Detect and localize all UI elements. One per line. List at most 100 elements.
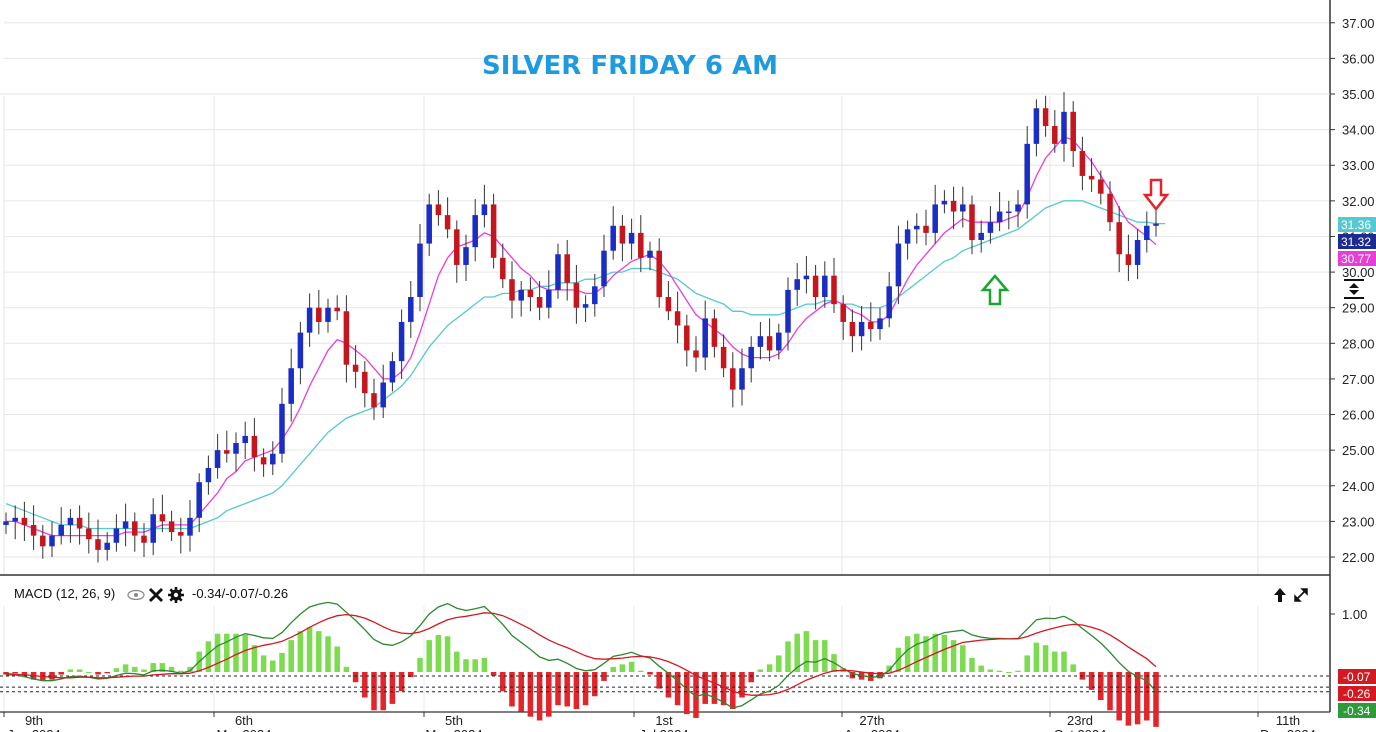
candle <box>573 264 580 324</box>
macd-histogram-bar <box>343 666 350 672</box>
candle <box>205 455 212 495</box>
candle-body <box>1024 143 1030 205</box>
candle <box>812 264 819 310</box>
candle-body <box>665 297 672 312</box>
macd-histogram-bar <box>978 665 984 672</box>
candle <box>224 430 230 463</box>
candle-body <box>40 535 46 547</box>
macd-histogram-bar <box>1042 645 1049 672</box>
price-tick-label: 24.00 <box>1342 479 1375 494</box>
candle-body <box>831 275 837 305</box>
candle <box>40 524 46 559</box>
candle-body <box>592 286 598 305</box>
chart-grid <box>0 0 1331 713</box>
expand-icon[interactable] <box>1294 588 1308 602</box>
macd-histogram-bar <box>684 672 690 715</box>
candle-body <box>1079 150 1086 176</box>
candle <box>1079 136 1086 191</box>
macd-histogram-bar <box>573 672 580 710</box>
macd-histogram-bar <box>86 672 92 673</box>
candle <box>858 305 865 351</box>
candle-body <box>822 275 828 298</box>
candle-body <box>233 443 239 454</box>
macd-histogram-bar <box>242 634 248 672</box>
candle-body <box>794 279 800 290</box>
candle <box>536 280 543 321</box>
macd-histogram-bar <box>803 631 810 672</box>
candle-body <box>260 457 267 465</box>
candle <box>334 295 340 321</box>
macd-histogram-bar <box>224 633 230 672</box>
moving-average-layer <box>5 135 1166 537</box>
macd-histogram-bar <box>1006 672 1012 673</box>
macd-histogram-bar <box>417 657 423 672</box>
candle-body <box>895 243 902 287</box>
macd-histogram-bar <box>739 672 745 698</box>
macd-histogram-bar <box>500 672 506 692</box>
candle <box>546 270 552 319</box>
candle-body <box>1061 111 1067 144</box>
candle-body <box>141 535 147 543</box>
candle-body <box>941 200 948 205</box>
macd-histogram-bar <box>325 636 331 672</box>
candle-body <box>426 204 432 244</box>
candle-body <box>371 393 377 408</box>
candle-body <box>766 336 773 351</box>
arrow-up-icon[interactable] <box>1274 588 1286 602</box>
scale-handle-icon[interactable] <box>1342 279 1366 299</box>
macd-histogram-bar <box>398 672 405 692</box>
candle <box>656 238 662 308</box>
candle <box>30 505 37 550</box>
macd-histogram-bar <box>904 636 911 672</box>
macd-histogram-bar <box>987 669 994 672</box>
macd-histogram-bar <box>702 672 708 704</box>
candle-body <box>444 215 451 230</box>
close-icon[interactable] <box>148 587 164 603</box>
macd-histogram-bar <box>941 634 948 672</box>
price-tag-fast-ma: 30.77 <box>1338 251 1376 266</box>
macd-tag-label: -0.07 <box>1343 670 1371 684</box>
date-tick-day: 11th <box>1276 713 1300 728</box>
candle <box>941 190 948 214</box>
candle <box>389 352 396 392</box>
candle <box>840 295 846 340</box>
candle-body <box>1052 126 1058 144</box>
candle-body <box>868 321 874 330</box>
candle-body <box>178 532 184 536</box>
candle <box>316 289 322 335</box>
date-tick-day: 1st <box>655 713 673 728</box>
gear-icon[interactable] <box>168 587 184 603</box>
candlestick-series <box>3 92 1159 563</box>
candle <box>1061 92 1067 162</box>
eye-icon[interactable] <box>127 589 145 601</box>
candle-body <box>159 514 166 522</box>
candle-body <box>647 250 653 258</box>
candle <box>886 272 892 328</box>
price-tag-last: 31.32 <box>1338 234 1376 249</box>
macd-histogram-bar <box>1024 655 1030 672</box>
candle <box>187 500 193 552</box>
macd-histogram-bar <box>638 670 644 672</box>
candle-body <box>564 254 570 283</box>
macd-tag-label: -0.26 <box>1343 687 1371 701</box>
chart-title: SILVER FRIDAY 6 AM <box>482 51 778 81</box>
candle-body <box>619 225 626 244</box>
macd-histogram-bar <box>113 668 120 672</box>
candle-body <box>1006 211 1012 214</box>
candle <box>932 184 938 244</box>
candle-body <box>132 521 138 536</box>
macd-histogram-bar <box>233 633 239 672</box>
macd-histogram-bar <box>674 672 681 706</box>
candle-body <box>914 225 920 230</box>
macd-histogram-bar <box>1088 672 1095 690</box>
candle <box>720 334 727 378</box>
date-tick-day: 6th <box>235 713 253 728</box>
candle <box>987 206 994 244</box>
macd-histogram-bar <box>168 666 175 672</box>
candle <box>49 521 55 557</box>
macd-histogram-bar <box>877 672 883 679</box>
candle <box>960 186 966 228</box>
candle-body <box>877 318 883 330</box>
candle <box>270 441 276 476</box>
price-tick-label: 35.00 <box>1342 87 1375 102</box>
